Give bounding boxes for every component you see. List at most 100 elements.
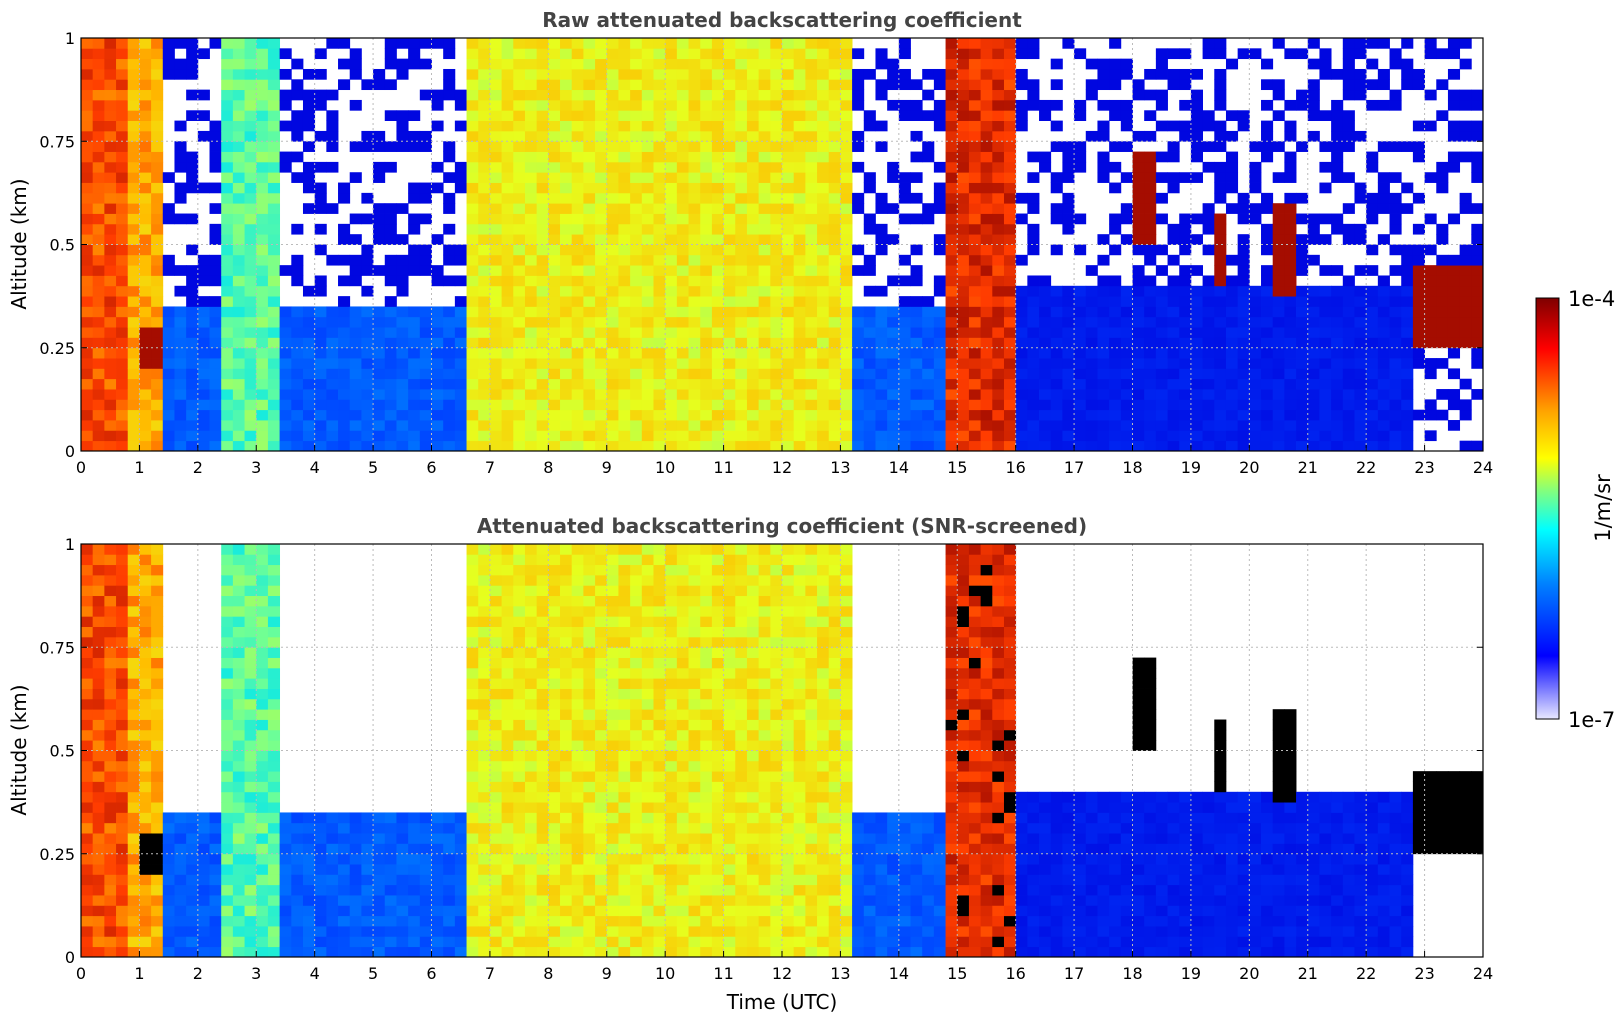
heatmap-cell [501, 99, 514, 111]
heatmap-cell [711, 399, 724, 411]
heatmap-cell [524, 48, 538, 60]
heatmap-cell [1132, 275, 1145, 287]
heatmap-cell [1050, 285, 1063, 297]
heatmap-cell [443, 306, 456, 318]
heatmap-cell [1296, 265, 1309, 276]
heatmap-cell [1167, 120, 1180, 132]
heatmap-cell [81, 265, 94, 276]
x-tick-label: 22 [1356, 458, 1376, 477]
heatmap-cell [338, 884, 351, 896]
heatmap-cell [992, 172, 1005, 183]
heatmap-cell [186, 368, 199, 380]
heatmap-cell [688, 120, 701, 132]
heatmap-cell [782, 192, 795, 204]
heatmap-cell [1459, 192, 1472, 204]
heatmap-cell [1120, 420, 1133, 431]
heatmap-cell [852, 389, 865, 400]
heatmap-cell [852, 440, 865, 452]
heatmap-cell [1389, 265, 1402, 276]
heatmap-cell [805, 430, 818, 442]
heatmap-cell [81, 833, 94, 844]
heatmap-cell [454, 172, 467, 183]
heatmap-cell [1167, 151, 1180, 163]
heatmap-cell [828, 68, 841, 80]
heatmap-cell [127, 791, 140, 803]
heatmap-cell [408, 946, 421, 958]
heatmap-cell [583, 265, 596, 276]
heatmap-cell [501, 926, 514, 937]
heatmap-area [81, 38, 1484, 452]
heatmap-cell [116, 213, 129, 225]
heatmap-cell [92, 223, 105, 235]
heatmap-cell [1074, 99, 1087, 111]
heatmap-cell [373, 420, 386, 431]
heatmap-cell [349, 430, 362, 442]
heatmap-cell [92, 905, 105, 917]
heatmap-cell [1027, 347, 1040, 359]
heatmap-cell [933, 203, 946, 214]
heatmap-cell [151, 440, 164, 452]
heatmap-cell [489, 430, 502, 442]
heatmap-cell [782, 130, 795, 142]
heatmap-cell [688, 38, 701, 49]
heatmap-cell [1307, 430, 1320, 442]
heatmap-cell [1307, 223, 1320, 235]
heatmap-cell [256, 874, 269, 886]
heatmap-cell [513, 306, 526, 318]
heatmap-cell [992, 265, 1005, 276]
heatmap-cell [723, 151, 736, 163]
heatmap-cell [1366, 79, 1379, 91]
heatmap-cell [1471, 389, 1484, 400]
heatmap-cell [1167, 430, 1180, 442]
heatmap-cell [256, 853, 269, 865]
heatmap-cell [922, 347, 935, 359]
heatmap-cell [267, 223, 281, 235]
heatmap-cell [151, 378, 164, 390]
heatmap-cell [1401, 389, 1414, 400]
heatmap-cell [665, 265, 678, 276]
heatmap-cell [116, 399, 129, 411]
heatmap-cell [81, 616, 94, 627]
heatmap-cell [489, 68, 502, 80]
heatmap-cell [408, 316, 421, 328]
heatmap-cell [1167, 223, 1180, 235]
heatmap-cell [373, 161, 386, 173]
heatmap-cell [116, 110, 129, 121]
heatmap-cell [665, 141, 678, 152]
heatmap-cell [1214, 38, 1227, 49]
heatmap-cell [1167, 182, 1180, 194]
heatmap-cell [1109, 141, 1122, 152]
heatmap-cell [840, 337, 853, 349]
heatmap-cell [665, 182, 678, 194]
heatmap-cell [92, 182, 105, 194]
heatmap-cell [1027, 285, 1040, 297]
heatmap-cell [1109, 58, 1122, 70]
heatmap-cell [1179, 172, 1192, 183]
heatmap-cell [81, 172, 94, 183]
heatmap-cell [1342, 110, 1355, 121]
heatmap-cell [186, 48, 199, 60]
heatmap-cell [641, 399, 654, 411]
heatmap-cell [454, 843, 467, 855]
heatmap-cell [454, 347, 467, 359]
heatmap-cell [408, 327, 421, 338]
heatmap-cell [431, 409, 444, 421]
heatmap-cell [910, 440, 923, 452]
heatmap-cell [396, 915, 409, 927]
heatmap-cell [256, 750, 269, 762]
heatmap-cell [116, 709, 129, 720]
heatmap-cell [466, 99, 479, 111]
heatmap-cell [232, 802, 245, 813]
heatmap-cell [478, 740, 491, 751]
heatmap-cell [641, 151, 654, 163]
heatmap-cell [1109, 182, 1122, 194]
x-tick-label: 10 [655, 458, 675, 477]
heatmap-cell [1284, 347, 1297, 359]
heatmap-cell [221, 110, 234, 121]
heatmap-cell [454, 275, 467, 287]
heatmap-cell [302, 389, 316, 400]
heatmap-cell [793, 99, 806, 111]
heatmap-cell [1003, 275, 1017, 287]
heatmap-cell [291, 812, 304, 824]
heatmap-cell [524, 936, 538, 948]
